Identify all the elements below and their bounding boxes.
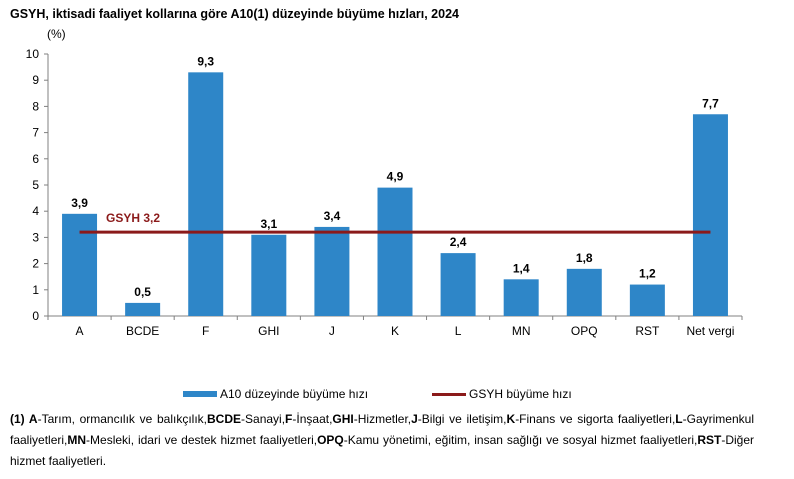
footnote-description: -Sanayi, (241, 412, 286, 426)
data-label: 4,9 (387, 170, 404, 184)
y-tick-label: 4 (32, 204, 39, 218)
data-label: 1,8 (576, 251, 593, 265)
footnote-code: GHI (332, 412, 354, 426)
bar (62, 213, 98, 316)
category-label: J (329, 324, 335, 338)
category-label: L (455, 324, 462, 338)
data-label: 1,4 (513, 261, 530, 275)
bar-chart: (%) 0 1 2 3 4 5 6 7 8 9 10 3,9 A 0,5 BCDE 9,3 F 3,1 GHI 3,4 J… (26, 27, 743, 338)
legend-label-line: GSYH büyüme hızı (469, 387, 572, 401)
legend-item-line: GSYH büyüme hızı (432, 387, 572, 401)
category-label: GHI (258, 324, 279, 338)
data-label: 0,5 (134, 285, 151, 299)
footnote-code: (1) A (10, 412, 38, 426)
footnote-code: K (506, 412, 516, 426)
y-tick-label: 7 (32, 126, 39, 140)
bar (503, 279, 539, 316)
data-label: 3,4 (324, 209, 341, 223)
footnote-description: -Finans ve sigorta faaliyetleri, (515, 412, 676, 426)
bar (188, 72, 224, 316)
legend-label-bars: A10 düzeyinde büyüme hızı (220, 387, 369, 401)
footnote-code: RST (697, 433, 722, 447)
category-label: RST (635, 324, 660, 338)
legend-swatch-bar (183, 391, 217, 397)
footnote-description: -Mesleki, idari ve destek hizmet faaliye… (86, 433, 318, 447)
bar (251, 234, 287, 316)
category-label: BCDE (126, 324, 159, 338)
chart-title: GSYH, iktisadi faaliyet kollarına göre A… (10, 7, 459, 21)
y-tick-label: 6 (32, 152, 39, 166)
footnote-description: -Gayrimenkul faaliyetleri, (10, 412, 754, 447)
footnote-description: -Diğer hizmet faaliyetleri. (10, 433, 754, 468)
category-label: OPQ (571, 324, 598, 338)
data-label: 2,4 (450, 235, 467, 249)
category-label: K (391, 324, 399, 338)
y-unit-label: (%) (47, 27, 66, 41)
reference-line-label: GSYH 3,2 (106, 211, 160, 225)
y-tick-label: 0 (32, 309, 39, 323)
bar (377, 187, 413, 316)
footnote-description: -Bilgi ve iletişim, (417, 412, 507, 426)
data-label: 9,3 (197, 54, 214, 68)
footnote: (1) A-Tarım, ormancılık ve balıkçılık,BC… (10, 409, 754, 472)
data-label: 3,9 (71, 196, 88, 210)
footnote-description: -Hizmetler, (353, 412, 412, 426)
y-tick-label: 1 (32, 283, 39, 297)
footnote-code: F (285, 412, 293, 426)
category-label: A (76, 324, 84, 338)
category-label: MN (512, 324, 531, 338)
legend-item-bars: A10 düzeyinde büyüme hızı (183, 387, 368, 401)
y-tick-label: 2 (32, 257, 39, 271)
footnote-code: L (675, 412, 683, 426)
data-label: 3,1 (260, 217, 277, 231)
footnote-description: -İnşaat, (292, 412, 333, 426)
footnote-description: -Tarım, ormancılık ve balıkçılık, (37, 412, 207, 426)
bar (629, 284, 665, 316)
footnote-code: J (411, 412, 418, 426)
y-tick-label: 5 (32, 178, 39, 192)
footnote-code: MN (67, 433, 87, 447)
data-label: 7,7 (702, 96, 719, 110)
y-tick-label: 3 (32, 230, 39, 244)
y-tick-label: 8 (32, 99, 39, 113)
category-label: Net vergi (686, 324, 734, 338)
data-label: 1,2 (639, 267, 656, 281)
footnote-code: OPQ (317, 433, 344, 447)
bar (314, 226, 350, 316)
footnote-description: -Kamu yönetimi, eğitim, insan sağlığı ve… (343, 433, 698, 447)
bar (566, 268, 602, 316)
bar (125, 302, 161, 316)
bar (440, 253, 476, 316)
y-tick-label: 9 (32, 73, 39, 87)
category-label: F (202, 324, 209, 338)
legend-swatch-line (432, 392, 466, 396)
footnote-code: BCDE (207, 412, 242, 426)
y-tick-label: 10 (26, 47, 40, 61)
bar (692, 114, 728, 316)
